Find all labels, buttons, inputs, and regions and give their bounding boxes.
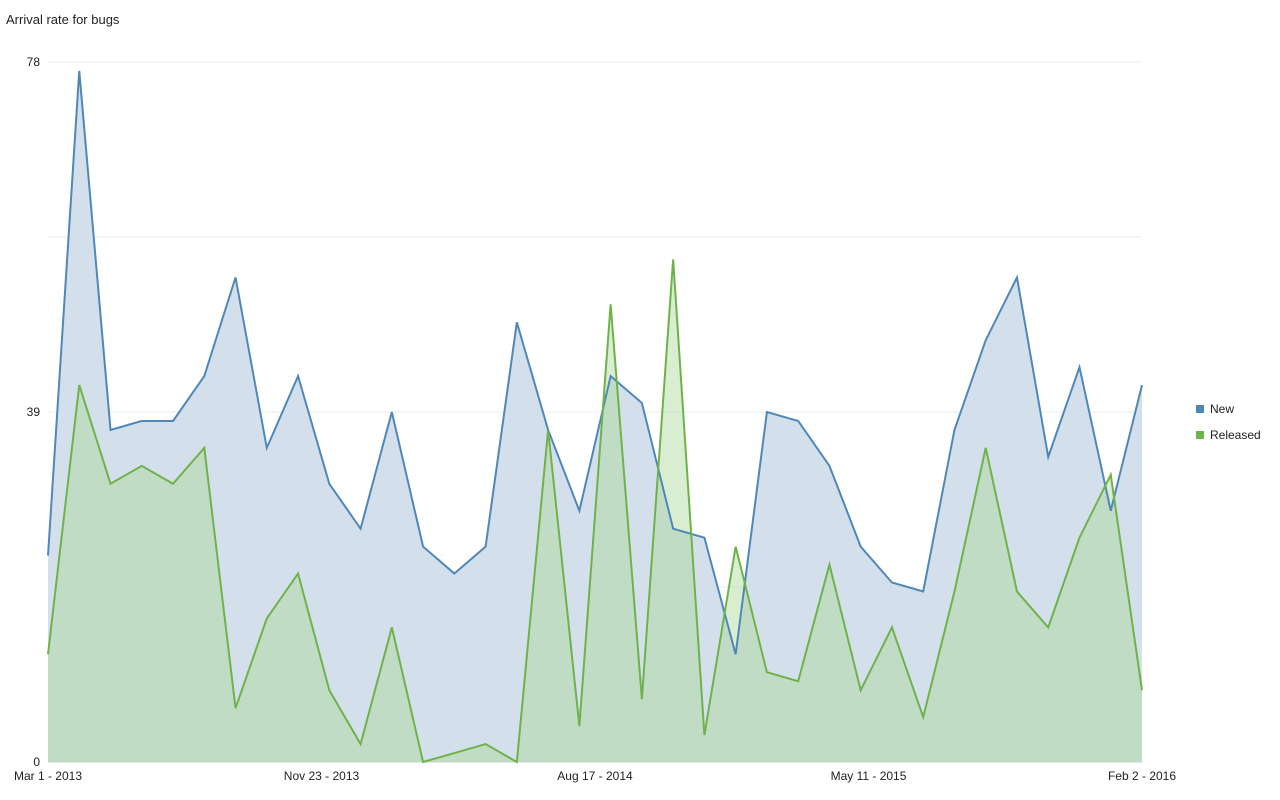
legend-swatch-released (1196, 431, 1204, 439)
legend-label-new: New (1210, 402, 1235, 416)
series-area-released (48, 259, 1142, 762)
x-tick-label: Feb 2 - 2016 (1108, 769, 1176, 783)
legend-swatch-new (1196, 405, 1204, 413)
x-tick-label: Nov 23 - 2013 (284, 769, 360, 783)
chart-legend: New Released (1196, 396, 1261, 448)
y-tick-label: 78 (27, 55, 41, 69)
x-tick-label: May 11 - 2015 (831, 769, 907, 783)
legend-label-released: Released (1210, 428, 1261, 442)
legend-item-released[interactable]: Released (1196, 422, 1261, 448)
legend-item-new[interactable]: New (1196, 396, 1261, 422)
y-tick-label: 39 (27, 405, 41, 419)
series-line-released (47, 259, 1143, 764)
x-tick-label: Aug 17 - 2014 (557, 769, 633, 783)
series-area-new (48, 70, 1142, 762)
chart-title: Arrival rate for bugs (6, 12, 120, 27)
x-tick-label: Mar 1 - 2013 (14, 769, 82, 783)
y-tick-label: 0 (33, 755, 40, 769)
series-line-new (47, 70, 1143, 655)
